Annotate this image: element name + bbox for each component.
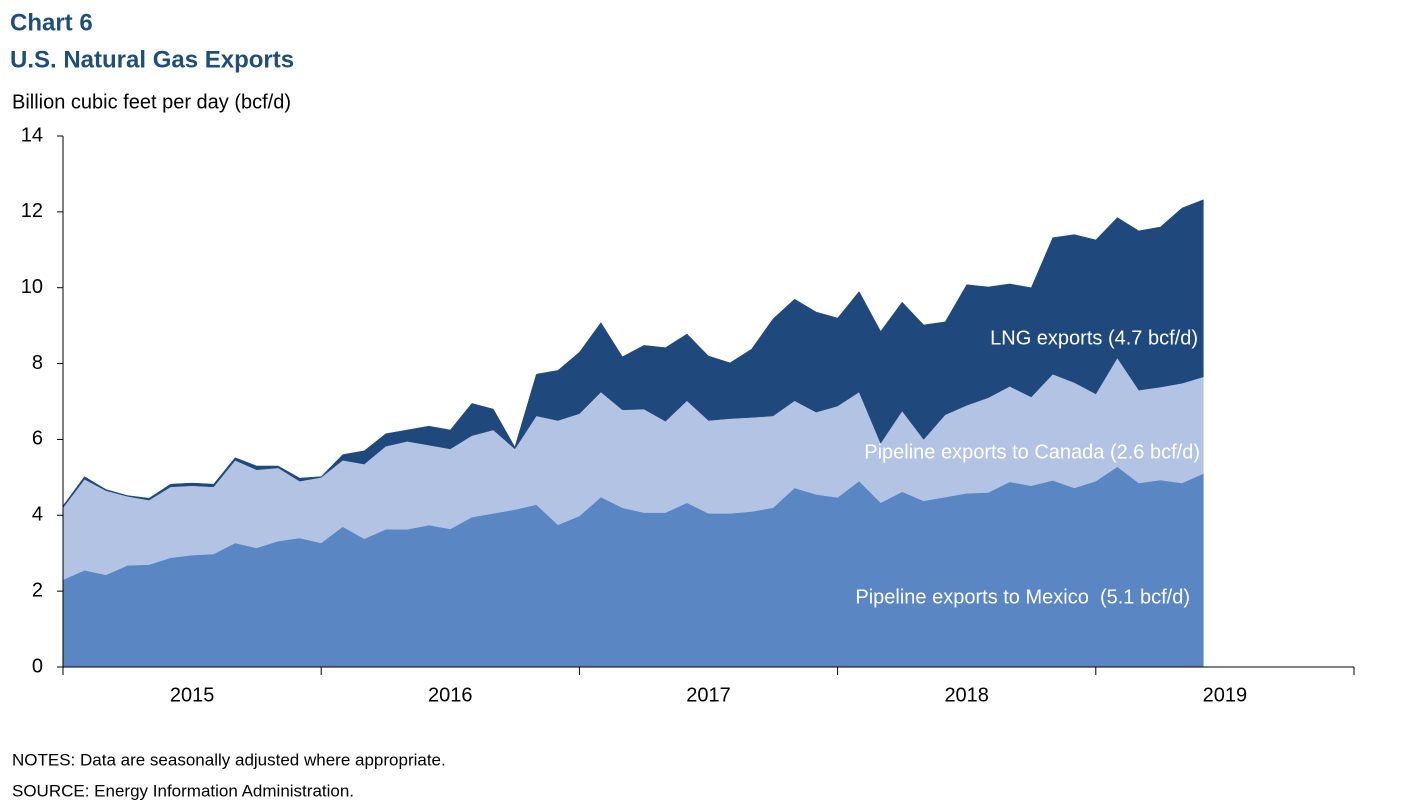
x-tick-label: 2019	[1203, 684, 1248, 706]
series-label: LNG exports (4.7 bcf/d)	[990, 327, 1198, 349]
x-tick-label: 2015	[170, 684, 215, 706]
y-tick-label: 4	[32, 504, 43, 526]
series-label: Pipeline exports to Mexico (5.1 bcf/d)	[855, 586, 1190, 608]
y-tick-label: 10	[21, 276, 43, 298]
source: SOURCE: Energy Information Administratio…	[12, 781, 354, 800]
x-tick-label: 2016	[428, 684, 473, 706]
area	[62, 199, 1204, 509]
chart-subtitle: U.S. Natural Gas Exports	[10, 46, 294, 73]
chart-title: Chart 6	[10, 9, 93, 36]
y-tick-label: 8	[32, 352, 43, 374]
y-tick-label: 12	[21, 200, 43, 222]
x-tick-label: 2018	[944, 684, 989, 706]
y-tick-label: 0	[32, 655, 43, 677]
y-tick-label: 2	[32, 579, 43, 601]
x-tick-label: 2017	[686, 684, 731, 706]
y-tick-label: 6	[32, 428, 43, 450]
series-label: Pipeline exports to Canada (2.6 bcf/d)	[864, 441, 1200, 463]
y-axis-label: Billion cubic feet per day (bcf/d)	[12, 91, 291, 113]
notes: NOTES: Data are seasonally adjusted wher…	[12, 750, 446, 769]
y-tick-label: 14	[21, 124, 43, 146]
